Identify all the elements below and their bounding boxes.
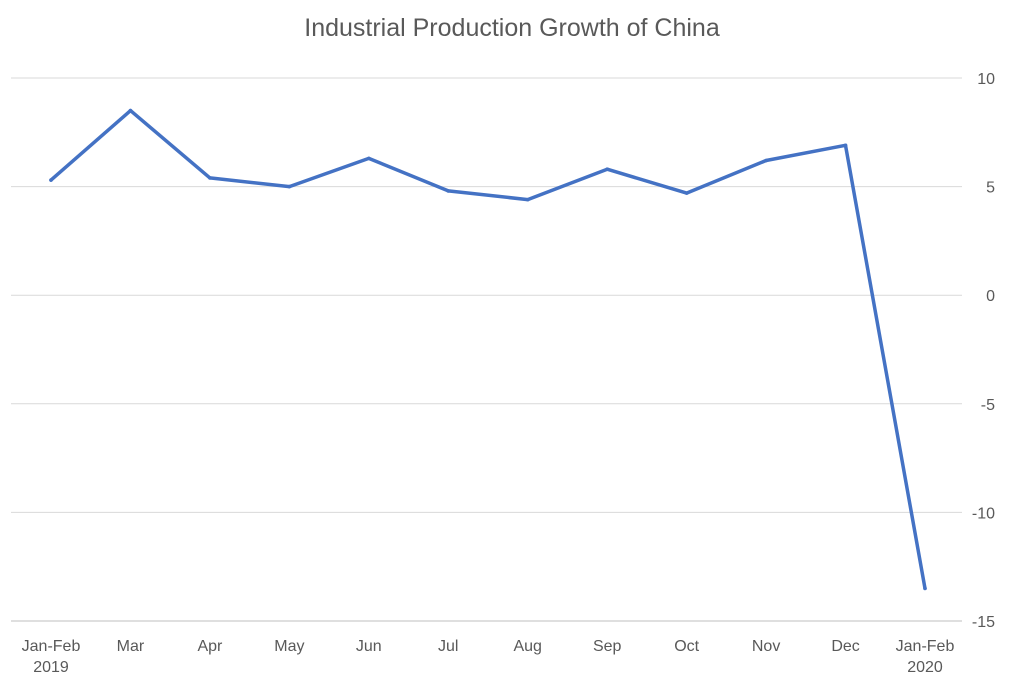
data-point <box>605 167 609 172</box>
y-tick-label: -10 <box>972 505 995 522</box>
x-tick-label: Jul <box>438 638 458 655</box>
data-point <box>49 178 53 182</box>
series-line <box>49 108 927 591</box>
series-layer <box>49 108 927 591</box>
x-axis-tick-labels: Jan-Feb 2019 Mar Apr May Jun Jul Aug Sep Oct Nov De… <box>22 638 955 676</box>
data-point <box>287 184 292 189</box>
x-tick-label: Oct <box>674 638 699 655</box>
data-point <box>843 143 848 148</box>
data-point <box>446 189 451 193</box>
data-point <box>525 197 530 202</box>
data-point <box>764 158 768 163</box>
gridlines <box>11 77 962 622</box>
x-tick-label: 2019 <box>33 659 69 676</box>
data-point <box>208 176 212 180</box>
x-tick-label: Jun <box>356 638 382 655</box>
x-tick-label: Aug <box>513 638 541 655</box>
data-point <box>923 586 927 591</box>
y-tick-label: -5 <box>981 397 995 414</box>
x-tick-label: Jan-Feb <box>896 638 955 655</box>
y-tick-label: -15 <box>972 614 995 631</box>
x-tick-label: 2020 <box>907 659 943 676</box>
y-tick-label: 5 <box>986 180 995 197</box>
x-tick-label: Sep <box>593 638 622 655</box>
x-tick-label: Apr <box>197 638 223 655</box>
data-point <box>367 156 371 161</box>
x-tick-label: Jan-Feb <box>22 638 81 655</box>
data-point <box>128 108 133 113</box>
data-point <box>684 191 689 195</box>
x-tick-label: Mar <box>117 638 145 655</box>
chart-title: Industrial Production Growth of China <box>304 14 720 42</box>
x-tick-label: Nov <box>752 638 780 655</box>
y-tick-label: 10 <box>977 71 995 88</box>
y-tick-label: 0 <box>986 288 995 305</box>
y-axis-tick-labels: 10 5 0 -5 -10 -15 <box>972 71 995 631</box>
x-tick-label: May <box>274 638 304 655</box>
x-tick-label: Dec <box>831 638 859 655</box>
